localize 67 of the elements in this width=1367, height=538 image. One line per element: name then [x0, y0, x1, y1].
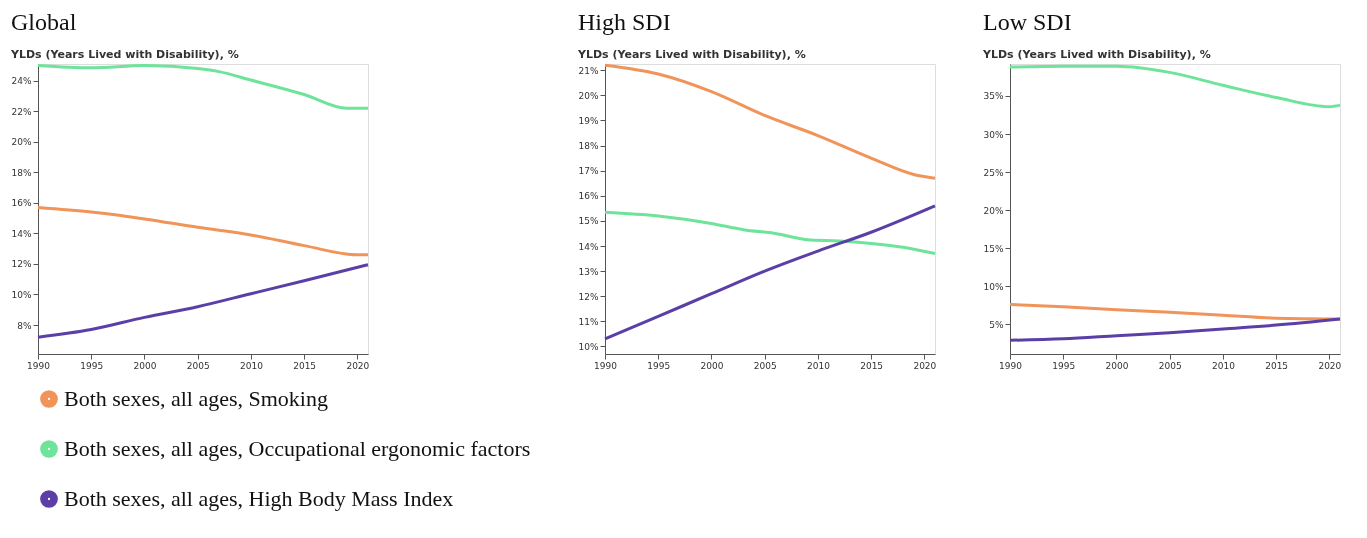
- y-tick-label: 20%: [11, 137, 32, 148]
- y-tick-label: 15%: [578, 216, 599, 227]
- y-tick-label: 17%: [578, 166, 599, 177]
- x-tick-label: 2020: [346, 360, 370, 371]
- y-tick-label: 10%: [11, 289, 32, 300]
- y-tick-label: 8%: [17, 320, 32, 331]
- x-tick-label: 2015: [1265, 360, 1289, 371]
- y-tick-label: 12%: [11, 259, 32, 270]
- x-tick-label: 2000: [1105, 360, 1129, 371]
- y-tick-label: 20%: [983, 205, 1004, 216]
- legend-label: Both sexes, all ages, Occupational ergonomic factors: [64, 436, 531, 461]
- chart-title: High SDI: [578, 8, 671, 35]
- x-tick-label: 2000: [700, 360, 724, 371]
- line-series: [603, 204, 937, 341]
- chart-subtitle: YLDs (Years Lived with Disability), %: [10, 48, 239, 61]
- y-tick-label: 19%: [578, 115, 599, 126]
- x-tick-label: 2005: [753, 360, 777, 371]
- y-tick-label: 16%: [11, 198, 32, 209]
- x-tick-label: 2010: [806, 360, 831, 371]
- chart-title: Low SDI: [983, 9, 1072, 35]
- x-tick-label: 2015: [293, 360, 317, 371]
- chart-title: Global: [11, 9, 77, 35]
- line-series: [36, 263, 370, 339]
- y-tick-label: 10%: [578, 341, 599, 352]
- line-series: [1008, 64, 1342, 109]
- line-series: [36, 205, 370, 257]
- legend-label: Both sexes, all ages, Smoking: [64, 386, 328, 411]
- x-tick-label: 2015: [860, 360, 884, 371]
- y-tick-label: 13%: [578, 266, 599, 277]
- line-series: [36, 64, 370, 110]
- x-tick-label: 1990: [999, 360, 1023, 371]
- y-tick-label: 24%: [11, 76, 32, 87]
- line-series: [1008, 303, 1342, 321]
- x-tick-label: 2010: [239, 360, 264, 371]
- y-tick-label: 12%: [578, 291, 599, 302]
- y-tick-label: 5%: [989, 319, 1004, 330]
- line-series: [603, 63, 937, 180]
- y-tick-label: 35%: [983, 91, 1004, 102]
- y-tick-label: 14%: [11, 228, 32, 239]
- x-tick-label: 2005: [186, 360, 210, 371]
- y-tick-label: 21%: [578, 65, 599, 76]
- y-tick-label: 14%: [578, 241, 599, 252]
- x-tick-label: 1995: [647, 360, 671, 371]
- y-tick-label: 11%: [578, 316, 599, 327]
- y-tick-label: 18%: [11, 167, 32, 178]
- x-tick-label: 2005: [1158, 360, 1182, 371]
- x-tick-label: 1995: [1052, 360, 1076, 371]
- x-tick-label: 1990: [594, 360, 618, 371]
- y-tick-label: 30%: [983, 129, 1004, 140]
- line-series: [603, 210, 937, 256]
- line-series: [1008, 317, 1342, 342]
- x-tick-label: 2020: [1318, 360, 1342, 371]
- x-tick-label: 2000: [133, 360, 157, 371]
- x-tick-label: 2010: [1211, 360, 1236, 371]
- y-tick-label: 15%: [983, 243, 1004, 254]
- chart-subtitle: YLDs (Years Lived with Disability), %: [577, 47, 806, 61]
- chart-subtitle: YLDs (Years Lived with Disability), %: [982, 48, 1211, 61]
- legend-label: Both sexes, all ages, High Body Mass Index: [64, 486, 454, 511]
- y-tick-label: 22%: [11, 106, 32, 117]
- x-tick-label: 1990: [27, 360, 51, 371]
- y-tick-label: 16%: [578, 191, 599, 202]
- x-tick-label: 1995: [80, 360, 104, 371]
- y-tick-label: 10%: [983, 281, 1004, 292]
- y-tick-label: 18%: [578, 141, 599, 152]
- y-tick-label: 25%: [983, 167, 1004, 178]
- x-tick-label: 2020: [913, 360, 937, 371]
- y-tick-label: 20%: [578, 90, 599, 101]
